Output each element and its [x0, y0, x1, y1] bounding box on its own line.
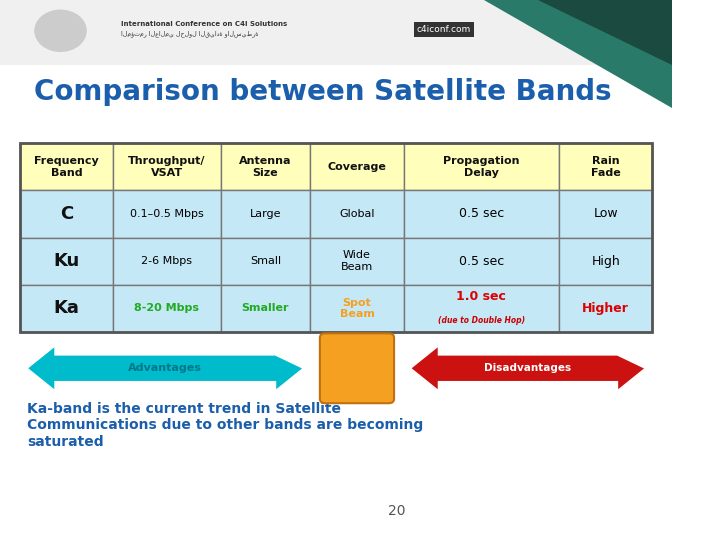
Text: Smaller: Smaller [242, 303, 289, 314]
Text: Higher: Higher [582, 302, 629, 315]
Circle shape [35, 10, 86, 51]
FancyBboxPatch shape [20, 238, 114, 285]
Text: 2-6 Mbps: 2-6 Mbps [141, 256, 192, 266]
FancyBboxPatch shape [114, 190, 220, 238]
Text: المؤتمر العالمي لحلول القيادة والسيطرة: المؤتمر العالمي لحلول القيادة والسيطرة [121, 31, 258, 37]
Text: Wide
Beam: Wide Beam [341, 251, 373, 272]
Text: Antenna
Size: Antenna Size [239, 156, 292, 178]
FancyBboxPatch shape [310, 143, 404, 191]
Text: Advantages: Advantages [128, 363, 202, 373]
FancyBboxPatch shape [220, 190, 310, 238]
FancyBboxPatch shape [20, 190, 114, 238]
FancyBboxPatch shape [310, 190, 404, 238]
FancyBboxPatch shape [404, 190, 559, 238]
Text: c4iconf.com: c4iconf.com [417, 25, 471, 34]
Text: Frequency
Band: Frequency Band [35, 156, 99, 178]
FancyBboxPatch shape [310, 285, 404, 332]
FancyBboxPatch shape [20, 143, 114, 191]
Text: Low: Low [593, 207, 618, 220]
Text: International Conference on C4I Solutions: International Conference on C4I Solution… [121, 21, 287, 28]
FancyBboxPatch shape [559, 238, 652, 285]
FancyBboxPatch shape [404, 143, 559, 191]
FancyBboxPatch shape [114, 285, 220, 332]
Polygon shape [484, 0, 672, 108]
Text: Large: Large [250, 209, 282, 219]
Text: C: C [60, 205, 73, 223]
Polygon shape [410, 346, 646, 391]
Text: 0.1–0.5 Mbps: 0.1–0.5 Mbps [130, 209, 204, 219]
Text: Comparison between Satellite Bands: Comparison between Satellite Bands [34, 78, 611, 106]
Text: Global: Global [339, 209, 374, 219]
Text: 0.5 sec: 0.5 sec [459, 255, 504, 268]
Text: (due to Double Hop): (due to Double Hop) [438, 316, 525, 325]
Text: High: High [591, 255, 620, 268]
Text: 8-20 Mbps: 8-20 Mbps [135, 303, 199, 314]
Text: Disadvantages: Disadvantages [485, 363, 572, 373]
Text: 1.0 sec: 1.0 sec [456, 290, 506, 303]
FancyBboxPatch shape [320, 333, 394, 403]
FancyBboxPatch shape [310, 238, 404, 285]
Text: 20: 20 [388, 504, 405, 518]
Text: Ku: Ku [54, 252, 80, 270]
Polygon shape [538, 0, 672, 65]
FancyBboxPatch shape [404, 238, 559, 285]
FancyBboxPatch shape [559, 190, 652, 238]
FancyBboxPatch shape [0, 0, 672, 65]
Text: Spot
Beam: Spot Beam [340, 298, 374, 319]
FancyBboxPatch shape [559, 143, 652, 191]
FancyBboxPatch shape [404, 285, 559, 332]
FancyBboxPatch shape [220, 238, 310, 285]
FancyBboxPatch shape [114, 143, 220, 191]
Text: Ka-band is the current trend in Satellite
Communications due to other bands are : Ka-band is the current trend in Satellit… [27, 402, 423, 449]
FancyBboxPatch shape [559, 285, 652, 332]
Text: Rain
Fade: Rain Fade [591, 156, 621, 178]
Text: Propagation
Delay: Propagation Delay [443, 156, 520, 178]
Text: Ka: Ka [54, 300, 80, 318]
Text: Throughput/
VSAT: Throughput/ VSAT [128, 156, 206, 178]
Text: Small: Small [250, 256, 281, 266]
Text: Coverage: Coverage [328, 161, 387, 172]
Polygon shape [27, 346, 304, 391]
FancyBboxPatch shape [220, 143, 310, 191]
FancyBboxPatch shape [220, 285, 310, 332]
FancyBboxPatch shape [20, 285, 114, 332]
FancyBboxPatch shape [114, 238, 220, 285]
Text: 0.5 sec: 0.5 sec [459, 207, 504, 220]
